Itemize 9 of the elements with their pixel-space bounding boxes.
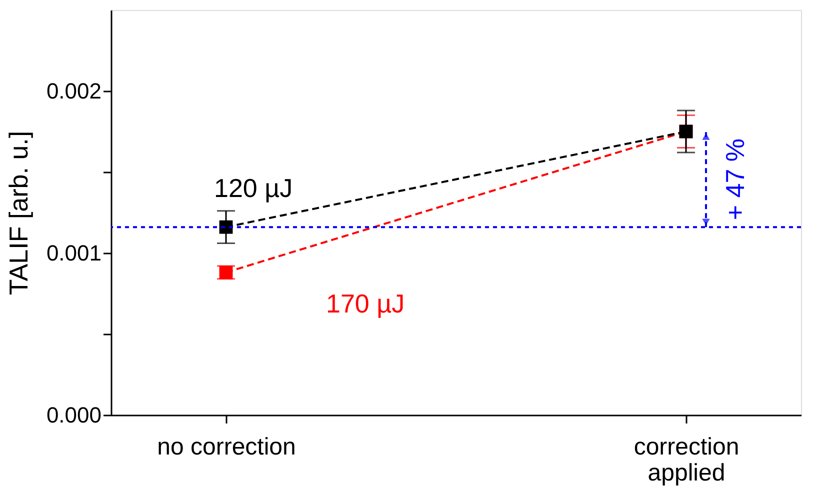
y-tick-label: 0.002 <box>46 78 102 104</box>
y-axis-title: TALIF [arb. u.] <box>3 130 34 296</box>
series-label: 170 µJ <box>326 288 405 318</box>
x-tick-label: no correction <box>157 434 296 460</box>
y-tick-label: 0.001 <box>46 240 102 266</box>
y-tick-label: 0.000 <box>46 402 102 428</box>
x-tick-label: correction applied <box>634 434 740 486</box>
annotation: + 47 % <box>720 138 750 220</box>
series-label: 120 µJ <box>214 173 293 204</box>
